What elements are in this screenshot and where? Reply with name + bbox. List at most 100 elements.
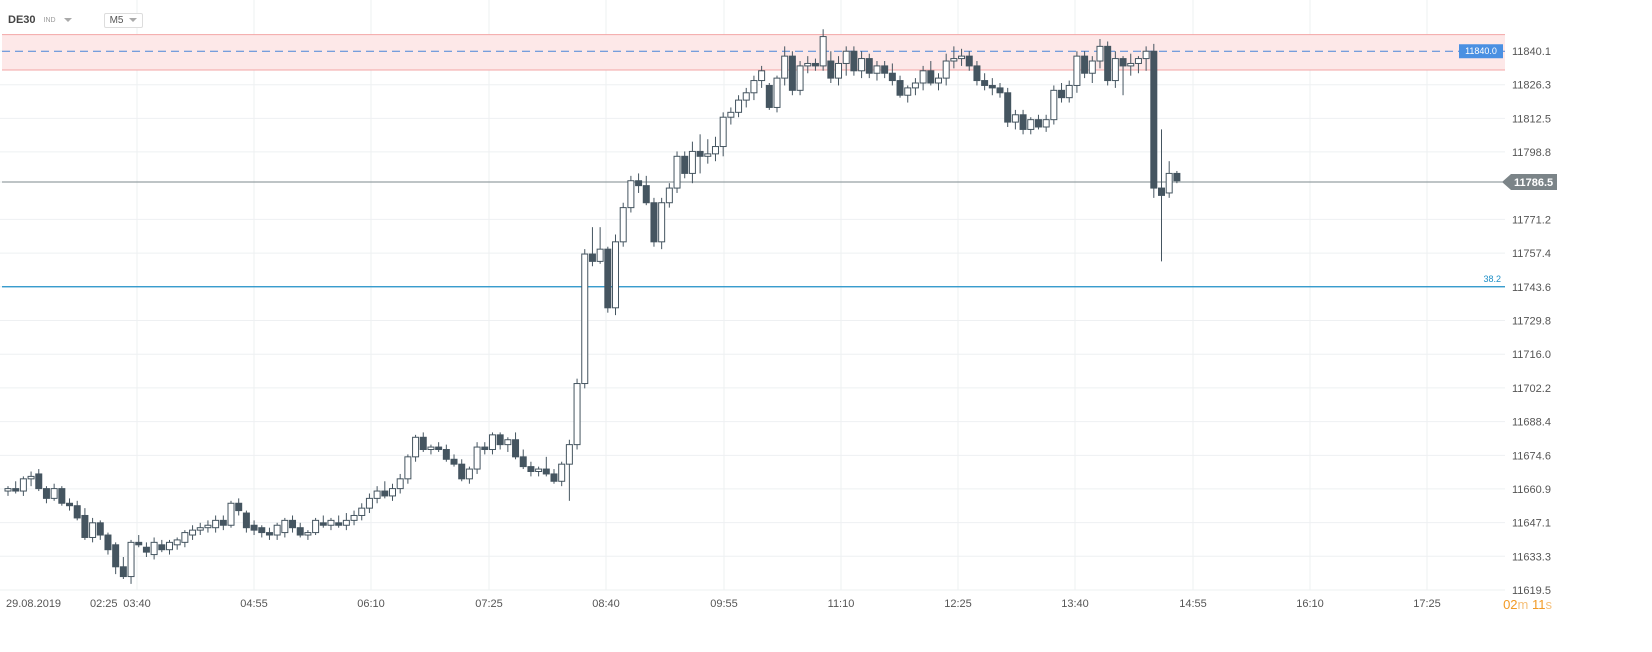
candle-body[interactable]	[496, 434, 504, 446]
candle-body[interactable]	[219, 519, 227, 526]
candle-body[interactable]	[850, 50, 858, 72]
candle-body[interactable]	[396, 478, 404, 490]
candle-body[interactable]	[927, 70, 935, 84]
candle-body[interactable]	[942, 60, 950, 79]
candle-body[interactable]	[242, 512, 250, 529]
candle-body[interactable]	[904, 87, 912, 96]
dashed-level-badge[interactable]	[1459, 44, 1503, 59]
candle-body[interactable]	[642, 185, 650, 204]
candle-body[interactable]	[711, 146, 719, 155]
candle-body[interactable]	[1142, 50, 1150, 60]
resistance-zone[interactable]	[2, 34, 1505, 71]
candle-body[interactable]	[289, 519, 297, 529]
candle-body[interactable]	[1081, 55, 1089, 74]
candle-body[interactable]	[73, 505, 81, 519]
candle-body[interactable]	[481, 446, 489, 451]
candle-body[interactable]	[142, 546, 150, 553]
candle-body[interactable]	[911, 82, 919, 89]
candle-body[interactable]	[581, 253, 589, 385]
candle-body[interactable]	[1050, 89, 1058, 121]
candle-body[interactable]	[788, 55, 796, 91]
candle-body[interactable]	[1058, 89, 1066, 99]
candle-body[interactable]	[435, 446, 443, 451]
candle-body[interactable]	[504, 439, 512, 446]
candle-body[interactable]	[458, 463, 466, 480]
candle-body[interactable]	[527, 466, 535, 472]
candle-body[interactable]	[535, 468, 543, 472]
candle-body[interactable]	[19, 478, 27, 492]
candle-body[interactable]	[881, 65, 889, 74]
candle-body[interactable]	[304, 532, 312, 536]
candle-body[interactable]	[227, 502, 235, 526]
candle-body[interactable]	[473, 446, 481, 470]
candle-body[interactable]	[235, 502, 243, 512]
candle-body[interactable]	[66, 502, 74, 507]
candle-body[interactable]	[735, 99, 743, 113]
candle-body[interactable]	[81, 514, 89, 538]
candle-body[interactable]	[773, 77, 781, 108]
candle-body[interactable]	[950, 58, 958, 62]
candle-body[interactable]	[934, 77, 942, 84]
candle-body[interactable]	[89, 522, 97, 538]
symbol-name[interactable]: DE30	[8, 14, 36, 26]
candle-body[interactable]	[1073, 55, 1081, 86]
candle-body[interactable]	[688, 150, 696, 174]
candle-body[interactable]	[112, 544, 120, 568]
candle-body[interactable]	[250, 524, 258, 531]
candle-body[interactable]	[319, 522, 327, 526]
candle-body[interactable]	[596, 248, 604, 262]
candle-body[interactable]	[1096, 45, 1104, 62]
candle-body[interactable]	[988, 84, 996, 89]
candle-body[interactable]	[588, 253, 596, 262]
candle-body[interactable]	[404, 456, 412, 480]
candle-body[interactable]	[1027, 119, 1035, 130]
candle-body[interactable]	[1034, 119, 1042, 128]
candle-body[interactable]	[835, 62, 843, 79]
candle-body[interactable]	[419, 436, 427, 451]
candle-body[interactable]	[1165, 172, 1173, 194]
candle-body[interactable]	[296, 527, 304, 536]
candle-body[interactable]	[612, 241, 620, 309]
candle-body[interactable]	[389, 488, 396, 497]
candle-body[interactable]	[1019, 114, 1027, 130]
candle-body[interactable]	[442, 449, 450, 460]
candle-body[interactable]	[819, 36, 827, 67]
candle-body[interactable]	[681, 155, 689, 174]
candle-body[interactable]	[427, 446, 435, 451]
candle-body[interactable]	[450, 458, 458, 465]
candle-body[interactable]	[750, 80, 758, 94]
candle-body[interactable]	[412, 436, 420, 458]
candle-body[interactable]	[181, 532, 189, 543]
candle-body[interactable]	[650, 202, 658, 243]
candle-body[interactable]	[1127, 62, 1135, 67]
candle-body[interactable]	[973, 65, 981, 82]
candle-body[interactable]	[127, 541, 135, 578]
candle-body[interactable]	[1065, 84, 1073, 99]
candle-body[interactable]	[1004, 92, 1012, 123]
candle-body[interactable]	[919, 70, 927, 84]
candle-body[interactable]	[265, 532, 273, 536]
candle-body[interactable]	[519, 456, 527, 468]
candle-body[interactable]	[335, 522, 343, 526]
candle-body[interactable]	[996, 87, 1004, 94]
candle-body[interactable]	[350, 514, 358, 521]
candle-body[interactable]	[1011, 114, 1019, 123]
candle-body[interactable]	[327, 519, 335, 526]
candle-body[interactable]	[358, 507, 366, 516]
candle-body[interactable]	[373, 490, 381, 499]
candle-body[interactable]	[196, 527, 204, 531]
candle-body[interactable]	[281, 519, 289, 534]
candle-body[interactable]	[150, 541, 158, 556]
candle-body[interactable]	[104, 534, 112, 551]
candle-body[interactable]	[542, 468, 550, 475]
candle-body[interactable]	[673, 155, 681, 189]
candle-body[interactable]	[342, 519, 350, 526]
candle-body[interactable]	[273, 524, 281, 536]
candle-body[interactable]	[212, 519, 220, 529]
candle-body[interactable]	[158, 544, 166, 551]
candle-body[interactable]	[204, 524, 212, 529]
candle-body[interactable]	[865, 58, 873, 74]
candle-body[interactable]	[658, 202, 666, 243]
candle-body[interactable]	[811, 62, 819, 67]
